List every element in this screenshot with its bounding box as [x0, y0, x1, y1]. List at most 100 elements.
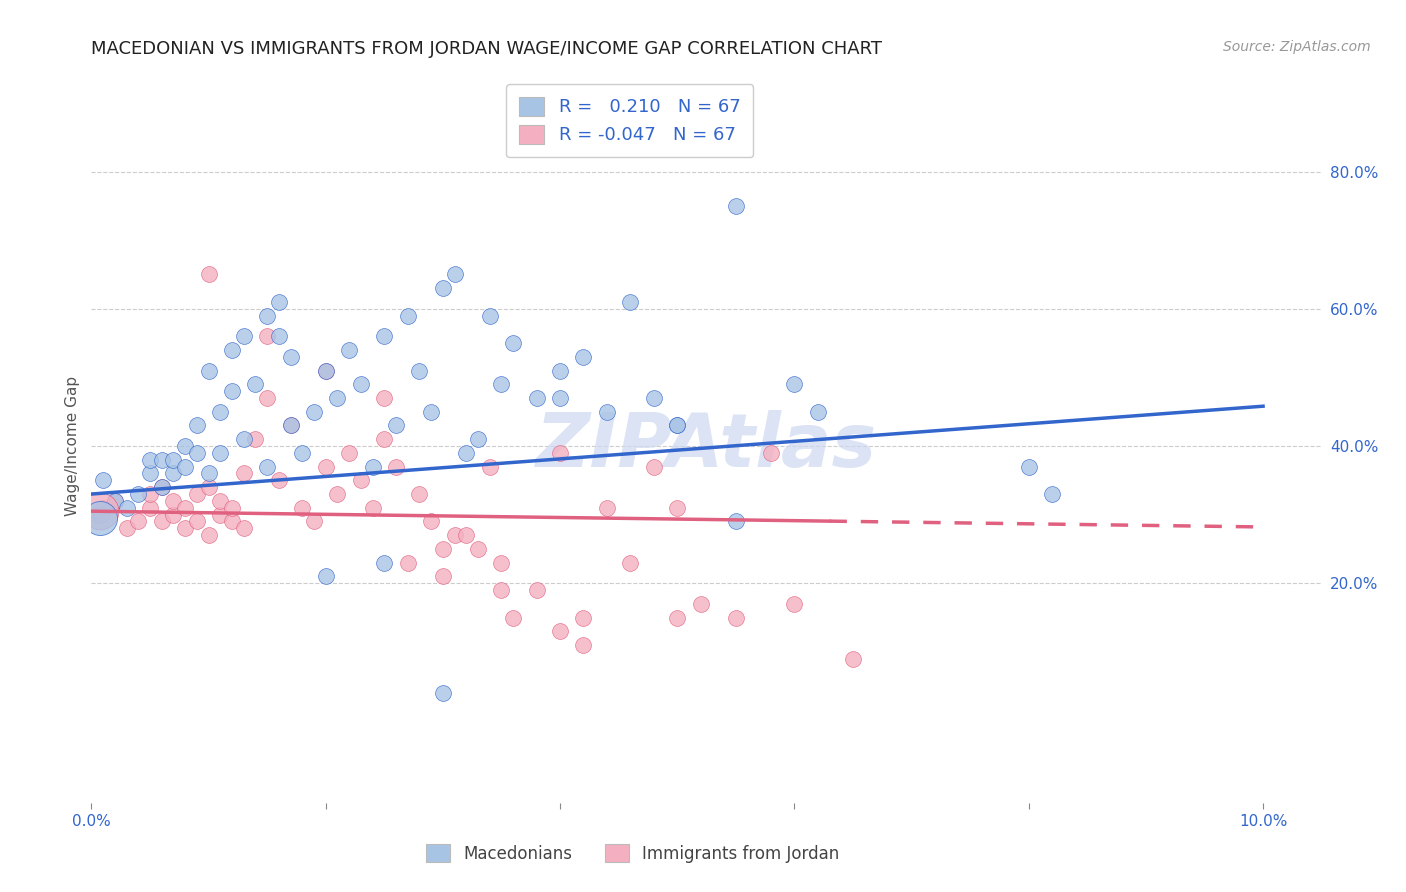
Point [115, 500, 138, 515]
Point [548, 391, 571, 405]
Point [104, 494, 127, 508]
Point [502, 610, 524, 624]
Point [209, 494, 232, 508]
Point [326, 391, 349, 405]
Point [724, 610, 747, 624]
Point [373, 432, 395, 446]
Point [197, 528, 219, 542]
Point [548, 363, 571, 377]
Point [256, 329, 278, 343]
Point [245, 432, 267, 446]
Point [526, 391, 548, 405]
Point [443, 268, 465, 282]
Point [267, 294, 290, 309]
Point [432, 569, 454, 583]
Point [127, 515, 149, 529]
Point [280, 350, 302, 364]
Point [337, 446, 360, 460]
Point [221, 515, 243, 529]
Point [280, 418, 302, 433]
Point [373, 391, 395, 405]
Point [197, 480, 219, 494]
Text: ZIPAtlas: ZIPAtlas [536, 409, 877, 483]
Point [548, 624, 571, 639]
Point [373, 556, 395, 570]
Point [548, 446, 571, 460]
Point [385, 459, 408, 474]
Point [373, 329, 395, 343]
Point [174, 459, 197, 474]
Point [186, 515, 208, 529]
Point [456, 528, 478, 542]
Point [232, 329, 254, 343]
Point [291, 500, 314, 515]
Point [150, 480, 173, 494]
Point [186, 487, 208, 501]
Point [291, 446, 314, 460]
Point [467, 541, 489, 556]
Point [139, 487, 162, 501]
Point [256, 391, 278, 405]
Point [420, 515, 443, 529]
Point [456, 446, 478, 460]
Point [842, 651, 865, 665]
Point [256, 459, 278, 474]
Point [186, 446, 208, 460]
Point [478, 309, 501, 323]
Point [267, 329, 290, 343]
Point [221, 500, 243, 515]
Point [596, 500, 619, 515]
Point [104, 494, 127, 508]
Point [596, 405, 619, 419]
Point [396, 309, 419, 323]
Point [89, 511, 111, 525]
Point [491, 583, 513, 598]
Point [432, 541, 454, 556]
Legend: Macedonians, Immigrants from Jordan: Macedonians, Immigrants from Jordan [419, 838, 846, 870]
Point [127, 487, 149, 501]
Point [86, 508, 108, 522]
Point [666, 610, 689, 624]
Point [572, 610, 595, 624]
Point [326, 487, 349, 501]
Point [502, 336, 524, 351]
Point [267, 473, 290, 487]
Point [408, 363, 430, 377]
Point [162, 452, 184, 467]
Point [1040, 487, 1063, 501]
Point [232, 467, 254, 481]
Point [724, 515, 747, 529]
Text: Source: ZipAtlas.com: Source: ZipAtlas.com [1223, 40, 1371, 54]
Point [150, 480, 173, 494]
Point [443, 528, 465, 542]
Point [1018, 459, 1040, 474]
Point [666, 500, 689, 515]
Point [643, 459, 665, 474]
Point [643, 391, 665, 405]
Point [174, 521, 197, 535]
Point [302, 515, 325, 529]
Point [396, 556, 419, 570]
Point [783, 597, 806, 611]
Point [209, 446, 232, 460]
Point [315, 459, 337, 474]
Point [315, 363, 337, 377]
Point [666, 418, 689, 433]
Point [139, 467, 162, 481]
Point [724, 199, 747, 213]
Point [209, 405, 232, 419]
Point [197, 467, 219, 481]
Point [280, 418, 302, 433]
Point [139, 452, 162, 467]
Point [491, 377, 513, 392]
Point [209, 508, 232, 522]
Point [478, 459, 501, 474]
Point [115, 521, 138, 535]
Point [162, 494, 184, 508]
Point [91, 473, 114, 487]
Point [315, 569, 337, 583]
Y-axis label: Wage/Income Gap: Wage/Income Gap [65, 376, 80, 516]
Point [619, 556, 641, 570]
Point [232, 521, 254, 535]
Point [315, 363, 337, 377]
